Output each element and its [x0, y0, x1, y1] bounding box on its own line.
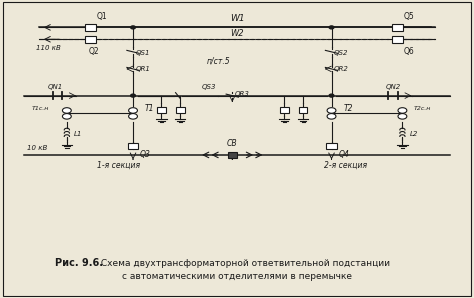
Circle shape	[398, 114, 407, 119]
Text: 2-я секция: 2-я секция	[324, 161, 367, 170]
Text: Рис. 9.6.: Рис. 9.6.	[55, 258, 103, 268]
Text: 1-я секция: 1-я секция	[97, 161, 140, 170]
Text: Q3: Q3	[140, 150, 151, 159]
Circle shape	[329, 94, 334, 97]
Text: QR1: QR1	[136, 66, 150, 72]
Circle shape	[131, 94, 136, 97]
Circle shape	[398, 108, 407, 113]
Bar	[128, 143, 138, 149]
Text: с автоматическими отделителями в перемычке: с автоматическими отделителями в перемыч…	[122, 272, 352, 281]
Bar	[326, 143, 337, 149]
Bar	[280, 108, 289, 113]
Text: Схема двухтрансформаторной ответвительной подстанции: Схема двухтрансформаторной ответвительно…	[98, 259, 390, 268]
Bar	[299, 108, 308, 113]
Bar	[176, 108, 184, 113]
Text: T1с.н: T1с.н	[31, 106, 49, 111]
Text: QR3: QR3	[235, 91, 249, 97]
Text: QS1: QS1	[136, 49, 150, 56]
Bar	[392, 36, 403, 43]
Circle shape	[128, 114, 137, 119]
Bar	[85, 24, 96, 31]
Text: T1: T1	[145, 105, 155, 114]
Circle shape	[327, 108, 336, 113]
Text: QR2: QR2	[334, 66, 349, 72]
Text: QS3: QS3	[201, 84, 216, 90]
Text: QN1: QN1	[47, 84, 63, 90]
Circle shape	[128, 108, 137, 113]
Text: QN2: QN2	[385, 84, 401, 90]
Text: СВ: СВ	[227, 139, 237, 148]
Text: L2: L2	[410, 131, 418, 137]
Bar	[85, 36, 96, 43]
Circle shape	[131, 26, 136, 29]
Text: L1: L1	[74, 131, 82, 137]
Text: W2: W2	[230, 30, 244, 38]
Text: T2с.н: T2с.н	[414, 106, 432, 111]
Text: Q4: Q4	[338, 150, 349, 159]
Text: QS2: QS2	[334, 49, 348, 56]
Text: Q6: Q6	[403, 47, 414, 56]
Text: T2: T2	[343, 105, 353, 114]
Bar	[228, 152, 237, 158]
Bar	[157, 108, 165, 113]
Circle shape	[329, 26, 334, 29]
Text: п/ст.5: п/ст.5	[206, 57, 230, 66]
Text: W1: W1	[230, 14, 244, 23]
Text: Q1: Q1	[96, 12, 107, 21]
Text: Q5: Q5	[403, 12, 414, 21]
Circle shape	[327, 114, 336, 119]
Text: 10 кВ: 10 кВ	[27, 145, 47, 151]
Text: Q2: Q2	[88, 47, 99, 56]
Circle shape	[63, 108, 71, 113]
Bar	[392, 24, 403, 31]
Circle shape	[63, 114, 71, 119]
Text: 110 кВ: 110 кВ	[36, 45, 60, 51]
